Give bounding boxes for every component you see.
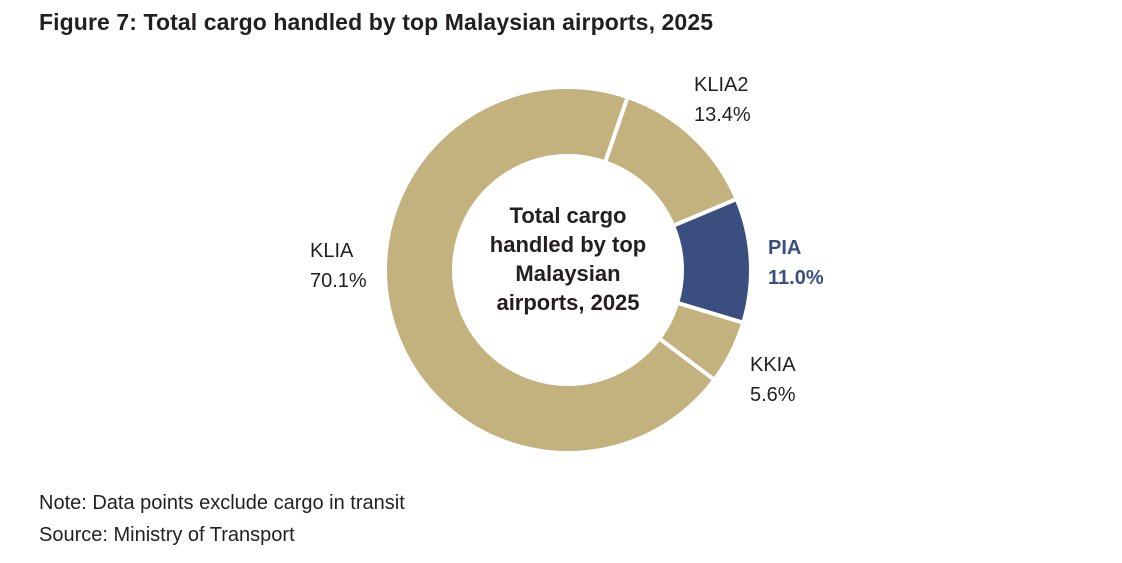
label-name: PIA [768,237,802,259]
center-line: Total cargo [509,203,627,228]
slice-label-pia: PIA 11.0% [768,233,824,293]
slice-label-kkia: KKIA 5.6% [750,350,796,410]
source-text: Source: Ministry of Transport [39,524,295,546]
label-name: KKIA [750,354,796,376]
label-name: KLIA2 [694,74,749,96]
slice-label-klia: KLIA 70.1% [310,236,367,296]
note-text: Note: Data points exclude cargo in trans… [39,492,405,514]
chart-title: Figure 7: Total cargo handled by top Mal… [39,9,714,35]
center-line: handled by top [489,232,647,257]
donut-slice-klia [383,85,718,455]
slice-label-klia2: KLIA2 13.4% [694,70,751,130]
label-value: 13.4% [694,104,751,126]
label-value: 11.0% [768,267,824,289]
label-name: KLIA [310,240,354,262]
center-line: airports, 2025 [496,290,640,315]
center-line: Malaysian [515,261,621,286]
label-value: 5.6% [750,384,796,406]
donut-center-label: Total cargo handled by top Malaysian air… [468,201,668,317]
label-value: 70.1% [310,270,367,292]
